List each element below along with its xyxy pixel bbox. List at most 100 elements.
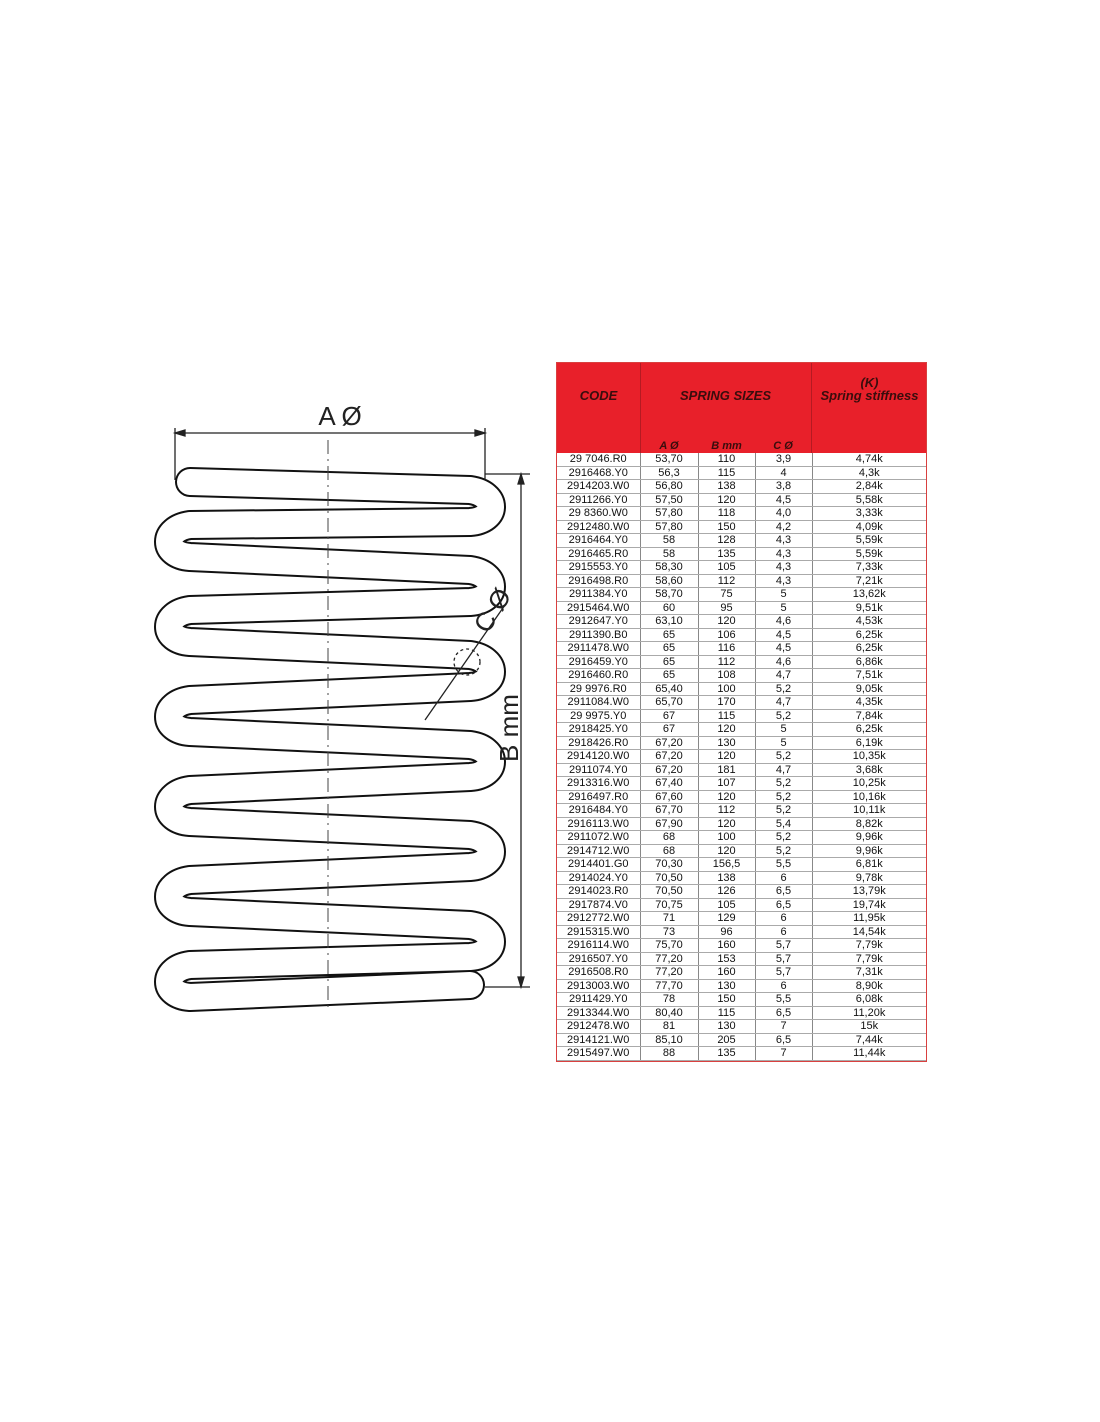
cell-code: 2916498.R0 <box>557 574 641 588</box>
table-row: 2915315.W0 73 96 6 14,54k <box>557 925 926 939</box>
cell-a-diameter: 78 <box>640 992 699 1007</box>
table-row: 2915553.Y0 58,30 105 4,3 7,33k <box>557 560 926 575</box>
cell-c-diameter: 5 <box>755 601 813 615</box>
table-row: 2916464.Y0 58 128 4,3 5,59k <box>557 533 926 548</box>
cell-c-diameter: 5,2 <box>755 776 813 791</box>
cell-stiffness: 7,79k <box>812 952 926 966</box>
cell-a-diameter: 67,60 <box>640 790 699 804</box>
cell-code: 2916484.Y0 <box>557 803 641 818</box>
cell-b-length: 115 <box>698 466 756 480</box>
cell-a-diameter: 56,3 <box>640 466 699 480</box>
cell-b-length: 118 <box>698 506 756 521</box>
cell-b-length: 96 <box>698 925 756 939</box>
cell-a-diameter: 70,30 <box>640 857 699 872</box>
cell-b-length: 110 <box>698 453 756 467</box>
spring-spec-table: CODE SPRING SIZES (K) Spring stiffness A… <box>556 362 927 1062</box>
cell-b-length: 108 <box>698 668 756 683</box>
cell-a-diameter: 58,30 <box>640 560 699 575</box>
cell-c-diameter: 4 <box>755 466 813 480</box>
cell-b-length: 138 <box>698 479 756 494</box>
cell-a-diameter: 65,40 <box>640 682 699 696</box>
table-row: 2916484.Y0 67,70 112 5,2 10,11k <box>557 803 926 818</box>
cell-a-diameter: 65 <box>640 641 699 656</box>
cell-c-diameter: 5,5 <box>755 992 813 1007</box>
cell-code: 29 7046.R0 <box>557 453 641 467</box>
cell-b-length: 115 <box>698 1006 756 1020</box>
cell-c-diameter: 6 <box>755 871 813 885</box>
cell-a-diameter: 80,40 <box>640 1006 699 1020</box>
dimension-c <box>424 604 506 721</box>
table-row: 2911390.B0 65 106 4,5 6,25k <box>557 628 926 642</box>
cell-b-length: 135 <box>698 547 756 561</box>
cell-c-diameter: 5,2 <box>755 844 813 858</box>
cell-stiffness: 5,58k <box>812 493 926 507</box>
cell-stiffness: 2,84k <box>812 479 926 494</box>
cell-stiffness: 13,79k <box>812 884 926 899</box>
table-row: 2913316.W0 67,40 107 5,2 10,25k <box>557 776 926 791</box>
cell-code: 2911074.Y0 <box>557 763 641 777</box>
cell-stiffness: 6,19k <box>812 736 926 750</box>
cell-stiffness: 11,20k <box>812 1006 926 1020</box>
cell-b-length: 130 <box>698 1019 756 1034</box>
table-row: 29 9976.R0 65,40 100 5,2 9,05k <box>557 682 926 696</box>
cell-code: 2912480.W0 <box>557 520 641 534</box>
cell-a-diameter: 81 <box>640 1019 699 1034</box>
cell-stiffness: 7,84k <box>812 709 926 723</box>
table-row: 2916468.Y0 56,3 115 4 4,3k <box>557 466 926 480</box>
table-row: 2915464.W0 60 95 5 9,51k <box>557 601 926 615</box>
cell-b-length: 130 <box>698 736 756 750</box>
cell-a-diameter: 73 <box>640 925 699 939</box>
cell-c-diameter: 5,4 <box>755 817 813 831</box>
cell-stiffness: 10,25k <box>812 776 926 791</box>
cell-stiffness: 8,82k <box>812 817 926 831</box>
cell-stiffness: 4,74k <box>812 453 926 467</box>
table-row: 2913344.W0 80,40 115 6,5 11,20k <box>557 1006 926 1020</box>
cell-b-length: 120 <box>698 817 756 831</box>
cell-c-diameter: 4,7 <box>755 763 813 777</box>
table-row: 29 9975.Y0 67 115 5,2 7,84k <box>557 709 926 723</box>
subheader-b: B mm <box>711 440 742 452</box>
cell-code: 2915315.W0 <box>557 925 641 939</box>
cell-c-diameter: 4,0 <box>755 506 813 521</box>
cell-b-length: 128 <box>698 533 756 548</box>
table-row: 2911429.Y0 78 150 5,5 6,08k <box>557 992 926 1007</box>
cell-code: 2915497.W0 <box>557 1046 641 1061</box>
cell-c-diameter: 4,3 <box>755 560 813 575</box>
cell-a-diameter: 68 <box>640 830 699 845</box>
cell-b-length: 160 <box>698 965 756 980</box>
cell-b-length: 106 <box>698 628 756 642</box>
cell-code: 2916460.R0 <box>557 668 641 683</box>
cell-stiffness: 6,25k <box>812 628 926 642</box>
cell-a-diameter: 67,70 <box>640 803 699 818</box>
table-row: 2914120.W0 67,20 120 5,2 10,35k <box>557 749 926 764</box>
cell-a-diameter: 77,20 <box>640 965 699 980</box>
header-code: CODE <box>579 388 618 403</box>
cell-a-diameter: 58,70 <box>640 587 699 602</box>
table-row: 2916497.R0 67,60 120 5,2 10,16k <box>557 790 926 804</box>
cell-stiffness: 5,59k <box>812 533 926 548</box>
cell-c-diameter: 5,7 <box>755 952 813 966</box>
cell-code: 2914121.W0 <box>557 1033 641 1047</box>
table-row: 2916460.R0 65 108 4,7 7,51k <box>557 668 926 683</box>
cell-code: 29 8360.W0 <box>557 506 641 521</box>
table-row: 2911074.Y0 67,20 181 4,7 3,68k <box>557 763 926 777</box>
spring-coil <box>154 467 506 1012</box>
cell-code: 2911084.W0 <box>557 695 641 710</box>
table-row: 2911072.W0 68 100 5,2 9,96k <box>557 830 926 845</box>
cell-stiffness: 19,74k <box>812 898 926 912</box>
table-row: 2912772.W0 71 129 6 11,95k <box>557 911 926 926</box>
cell-stiffness: 9,78k <box>812 871 926 885</box>
cell-b-length: 100 <box>698 830 756 845</box>
cell-b-length: 120 <box>698 722 756 737</box>
table-row: 2913003.W0 77,70 130 6 8,90k <box>557 979 926 993</box>
cell-b-length: 112 <box>698 803 756 818</box>
cell-stiffness: 7,51k <box>812 668 926 683</box>
dimension-a-label: A Ø <box>318 401 361 431</box>
cell-stiffness: 14,54k <box>812 925 926 939</box>
cell-code: 2916464.Y0 <box>557 533 641 548</box>
cell-c-diameter: 6,5 <box>755 1006 813 1020</box>
cell-stiffness: 13,62k <box>812 587 926 602</box>
cell-b-length: 135 <box>698 1046 756 1061</box>
table-row: 2918426.R0 67,20 130 5 6,19k <box>557 736 926 750</box>
cell-stiffness: 6,25k <box>812 722 926 737</box>
